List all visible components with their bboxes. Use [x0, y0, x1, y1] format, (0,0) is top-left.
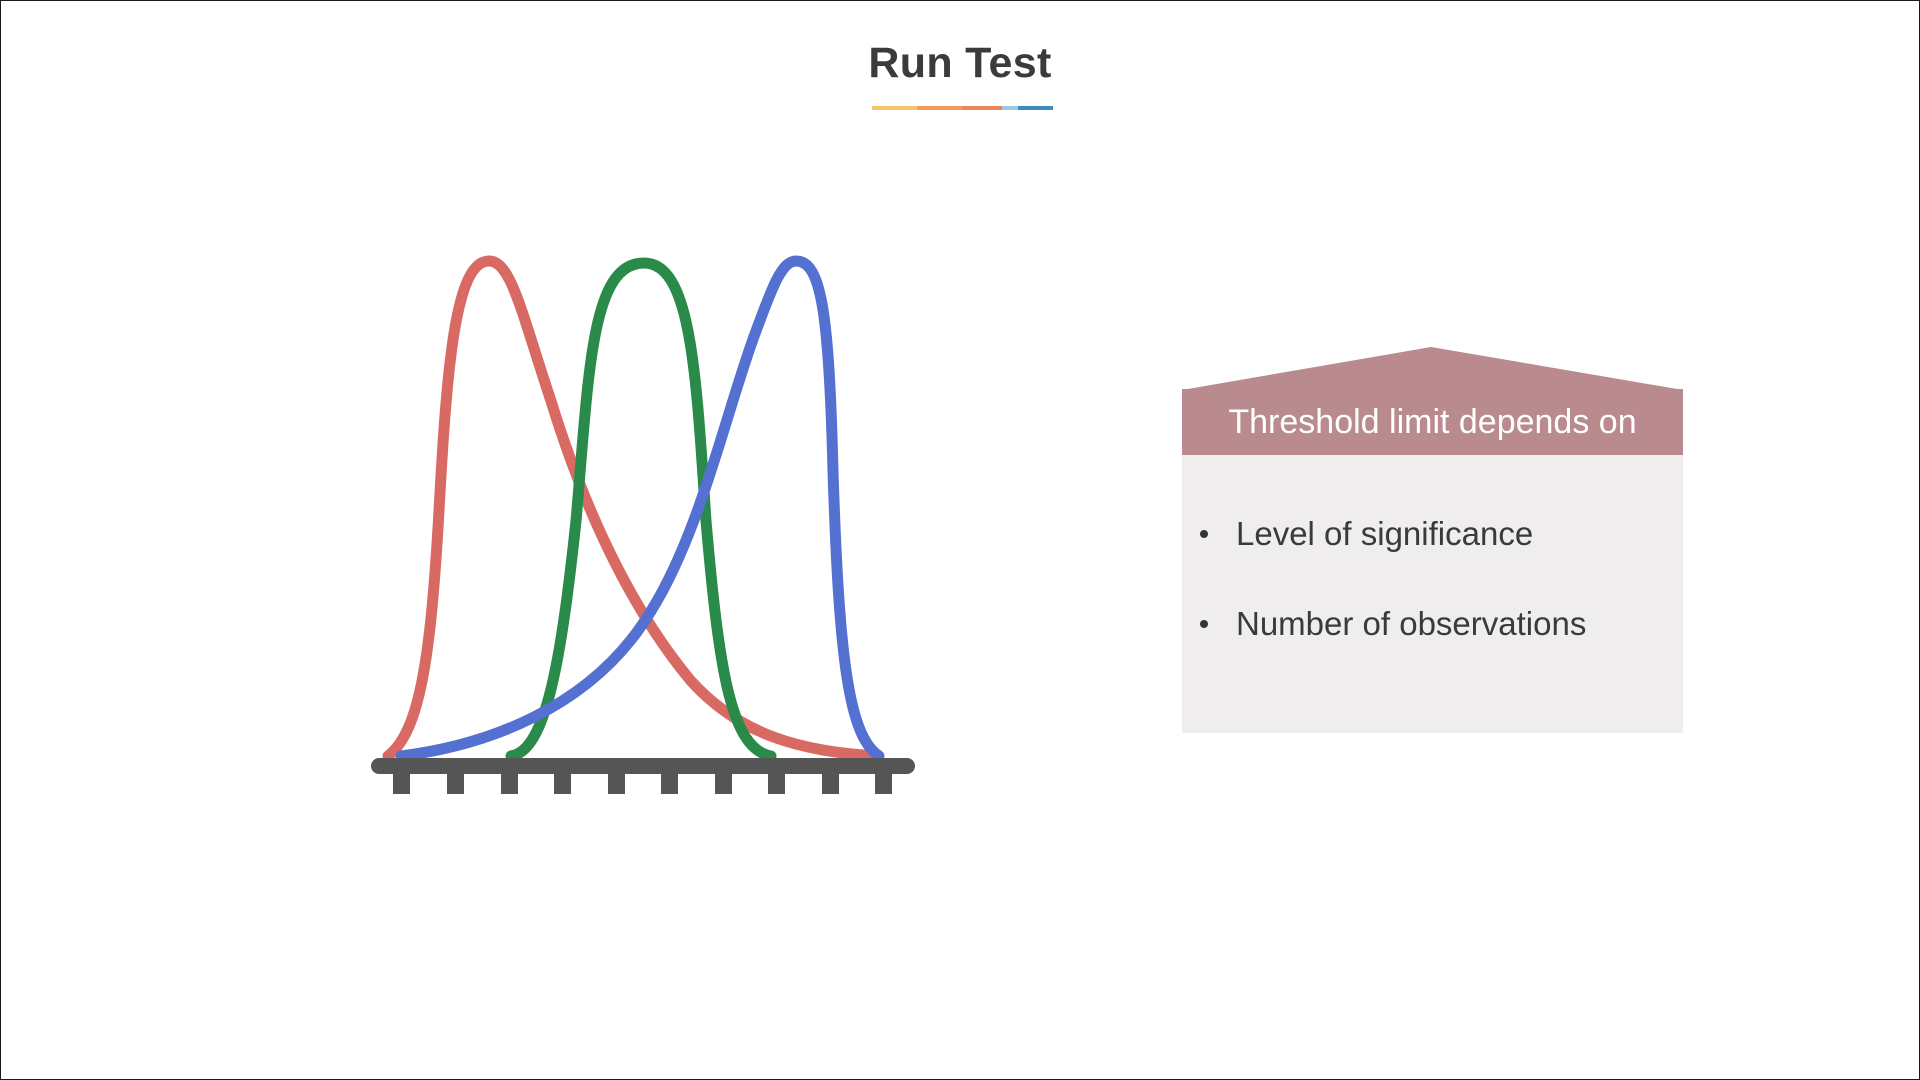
bullet-icon: [1200, 530, 1208, 538]
bullet-icon: [1200, 620, 1208, 628]
box-header: Threshold limit depends on: [1182, 389, 1683, 455]
blue-distribution-curve: [395, 255, 885, 762]
list-item-label: Level of significance: [1236, 515, 1534, 552]
green-distribution-curve: [505, 257, 777, 762]
list-item: Level of significance: [1200, 515, 1533, 553]
red-distribution-curve: [382, 255, 882, 762]
box-body: Level of significance Number of observat…: [1182, 455, 1683, 733]
x-axis: [371, 758, 915, 794]
list-item-label: Number of observations: [1236, 605, 1587, 642]
slide-title: Run Test: [868, 39, 1052, 87]
list-item: Number of observations: [1200, 605, 1586, 643]
box-roof: [1182, 347, 1683, 390]
distribution-curves-illustration: [371, 255, 915, 794]
title-underline: [872, 106, 1053, 110]
threshold-info-box: Threshold limit depends on Level of sign…: [1182, 347, 1683, 733]
